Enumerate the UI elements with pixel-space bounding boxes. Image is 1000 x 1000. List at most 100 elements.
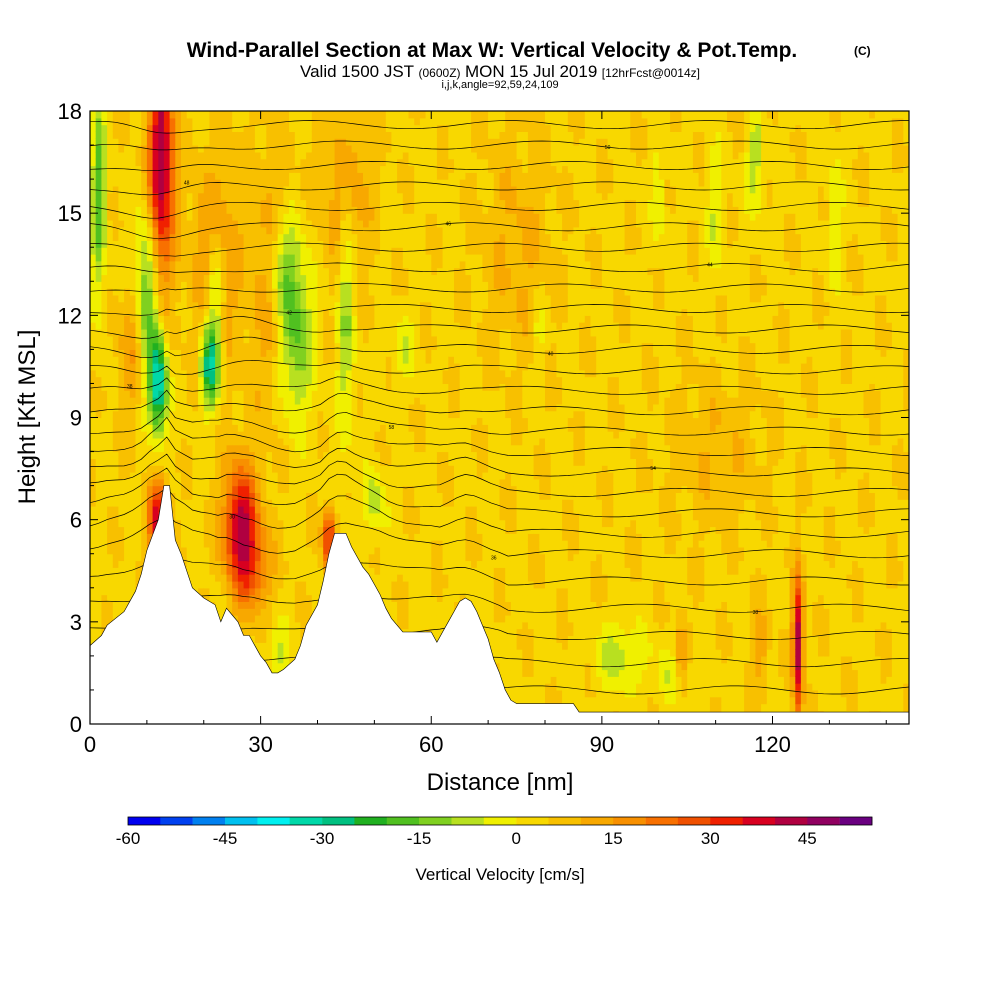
- field-cell: [254, 581, 262, 589]
- field-cell: [141, 315, 148, 323]
- field-cell: [169, 179, 176, 187]
- field-cell: [243, 226, 250, 235]
- field-cell: [90, 260, 97, 269]
- field-cell: [283, 383, 290, 391]
- field-cell: [90, 533, 97, 541]
- field-cell: [198, 247, 205, 255]
- field-cell: [237, 301, 245, 310]
- field-cell: [317, 179, 324, 187]
- field-cell: [90, 574, 97, 582]
- field-cell: [192, 533, 199, 541]
- field-cell: [158, 179, 165, 187]
- field-cell: [266, 281, 273, 289]
- field-cell: [118, 213, 125, 221]
- field-cell: [391, 451, 398, 459]
- field-cell: [95, 465, 102, 473]
- field-cell: [95, 111, 102, 119]
- field-cell: [129, 185, 137, 194]
- field-cell: [243, 574, 250, 582]
- field-cell: [192, 281, 199, 289]
- field-cell: [232, 444, 239, 453]
- field-cell: [283, 608, 290, 616]
- field-cell: [266, 574, 273, 582]
- field-cell: [124, 131, 131, 139]
- field-cell: [237, 124, 245, 132]
- field-cell: [340, 274, 347, 282]
- field-cell: [317, 540, 324, 548]
- field-cell: [169, 383, 176, 391]
- field-cell: [334, 220, 341, 228]
- field-cell: [294, 151, 302, 160]
- field-cell: [260, 192, 267, 201]
- field-cell: [317, 363, 324, 371]
- field-cell: [141, 506, 148, 514]
- forecast-label: [12hrFcst@0014z]: [602, 66, 700, 80]
- field-cell: [328, 138, 336, 146]
- field-cell: [368, 322, 375, 330]
- field-cell: [215, 349, 222, 357]
- field-cell: [107, 410, 114, 419]
- field-cell: [107, 233, 114, 241]
- field-cell: [345, 117, 353, 126]
- field-cell: [289, 512, 296, 521]
- field-cell: [237, 526, 245, 534]
- field-cell: [101, 124, 108, 132]
- field-cell: [294, 233, 302, 241]
- field-cell: [363, 240, 370, 248]
- field-cell: [209, 281, 216, 289]
- field-cell: [135, 465, 142, 473]
- field-cell: [124, 185, 131, 194]
- field-cell: [254, 478, 262, 487]
- field-cell: [334, 349, 341, 357]
- field-cell: [124, 553, 131, 562]
- field-cell: [186, 267, 193, 276]
- field-cell: [254, 410, 262, 419]
- field-cell: [277, 329, 284, 337]
- field-cell: [129, 417, 137, 425]
- field-cell: [294, 383, 302, 391]
- field-cell: [243, 417, 250, 425]
- field-cell: [186, 526, 193, 534]
- field-cell: [300, 267, 307, 276]
- field-cell: [169, 485, 176, 493]
- field-cell: [90, 451, 97, 459]
- field-cell: [163, 185, 171, 194]
- field-cell: [192, 138, 199, 146]
- field-cell: [306, 383, 313, 391]
- field-cell: [181, 322, 188, 330]
- field-cell: [129, 294, 137, 303]
- field-cell: [169, 301, 176, 310]
- field-cell: [90, 294, 97, 303]
- field-cell: [169, 172, 176, 180]
- field-cell: [397, 431, 404, 439]
- field-cell: [118, 301, 125, 310]
- field-cell: [368, 397, 375, 405]
- field-cell: [323, 124, 330, 132]
- title-tag: (C): [854, 44, 871, 58]
- field-cell: [391, 567, 398, 575]
- field-cell: [260, 621, 267, 630]
- field-cell: [254, 615, 262, 623]
- field-cell: [340, 478, 347, 487]
- field-cell: [391, 356, 398, 364]
- field-cell: [294, 226, 302, 235]
- field-cell: [266, 145, 273, 153]
- field-cell: [141, 417, 148, 425]
- field-cell: [112, 226, 120, 235]
- field-cell: [232, 151, 239, 160]
- field-cell: [272, 315, 279, 323]
- field-cell: [146, 131, 154, 139]
- field-cell: [397, 581, 404, 589]
- field-cell: [101, 192, 108, 201]
- field-cell: [101, 356, 108, 364]
- field-cell: [95, 138, 102, 146]
- field-cell: [226, 533, 233, 541]
- field-cell: [158, 145, 165, 153]
- field-cell: [300, 546, 307, 555]
- field-cell: [351, 390, 358, 398]
- field-cell: [146, 138, 154, 146]
- field-cell: [135, 478, 142, 487]
- field-cell: [237, 444, 245, 453]
- field-cell: [323, 335, 330, 344]
- field-cell: [368, 185, 375, 194]
